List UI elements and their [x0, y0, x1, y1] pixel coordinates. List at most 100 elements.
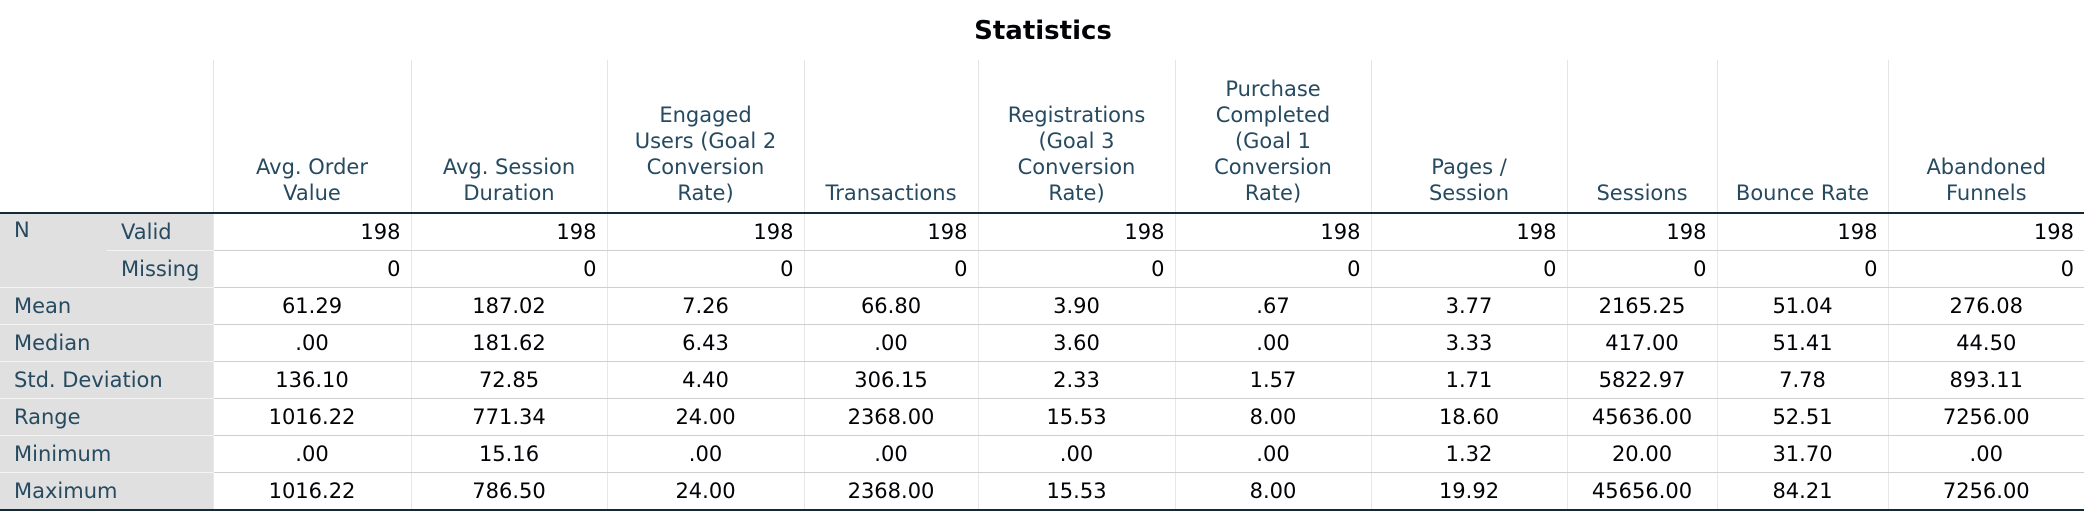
- table-row: Range 1016.22 771.34 24.00 2368.00 15.53 8.00 1…: [0, 398, 2084, 436]
- data-cell: 24.00: [606, 398, 804, 436]
- data-cell: 61.29: [212, 287, 411, 325]
- data-cell: 1.71: [1370, 361, 1567, 399]
- data-cell: 198: [803, 213, 978, 251]
- data-cell: 8.00: [1174, 398, 1371, 436]
- column-header: Avg. Session Duration: [410, 60, 607, 214]
- data-cell: 0: [1174, 250, 1371, 288]
- table-body: N Valid 198 198 198 198 198 198 198 198 198 198 Miss…: [0, 213, 2084, 511]
- data-cell: 0: [803, 250, 978, 288]
- data-cell: 198: [1370, 213, 1567, 251]
- table-row: Median .00 181.62 6.43.00 3.60.00 3.33 417.00 5…: [0, 324, 2084, 362]
- data-cell: 3.77: [1370, 287, 1567, 325]
- table-title: Statistics: [974, 16, 1112, 46]
- data-cell: 181.62: [410, 324, 607, 362]
- data-cell: 198: [1566, 213, 1717, 251]
- data-cell: 19.92: [1370, 472, 1567, 511]
- column-header: Avg. Order Value: [212, 60, 411, 214]
- data-cell: .00: [212, 435, 411, 473]
- data-cell: 0: [1566, 250, 1717, 288]
- row-header: Minimum: [0, 435, 213, 473]
- data-cell: 0: [1887, 250, 2084, 288]
- data-cell: 276.08: [1887, 287, 2084, 325]
- data-cell: 2.33: [977, 361, 1175, 399]
- data-cell: 0: [606, 250, 804, 288]
- data-cell: 198: [1716, 213, 1888, 251]
- data-cell: .00: [977, 435, 1175, 473]
- data-cell: 7.78: [1716, 361, 1888, 399]
- data-cell: 0: [977, 250, 1175, 288]
- data-cell: 7.26: [606, 287, 804, 325]
- data-cell: 44.50: [1887, 324, 2084, 362]
- column-header: Abandoned Funnels: [1887, 60, 2084, 214]
- data-cell: 198: [410, 213, 607, 251]
- table-row: Minimum .00 15.16.00.00.00.00 1.32 20.00 31.7…: [0, 435, 2084, 473]
- data-cell: 45636.00: [1566, 398, 1717, 436]
- data-cell: .00: [1887, 435, 2084, 473]
- data-cell: 198: [1887, 213, 2084, 251]
- data-cell: 51.04: [1716, 287, 1888, 325]
- data-cell: 1.57: [1174, 361, 1371, 399]
- table-row: Maximum 1016.22 786.50 24.00 2368.00 15.53 8.0…: [0, 472, 2084, 511]
- data-cell: 20.00: [1566, 435, 1717, 473]
- column-header: Purchase Completed (Goal 1 Conversion Ra…: [1174, 60, 1371, 214]
- data-cell: 4.40: [606, 361, 804, 399]
- column-header: Transactions: [803, 60, 978, 214]
- column-header: Registrations (Goal 3 Conversion Rate): [977, 60, 1175, 214]
- data-cell: 7256.00: [1887, 398, 2084, 436]
- data-cell: .67: [1174, 287, 1371, 325]
- statistics-table: Avg. Order Value Avg. Session Duration Eng…: [0, 60, 2084, 511]
- corner-cell: [0, 60, 213, 214]
- table-row: Missing 0 0 0 0 0 0 0 0 0 0: [0, 250, 2084, 288]
- data-cell: 18.60: [1370, 398, 1567, 436]
- data-cell: .00: [803, 435, 978, 473]
- data-cell: 1016.22: [212, 398, 411, 436]
- column-header: Sessions: [1566, 60, 1717, 214]
- row-header: Mean: [0, 287, 213, 325]
- data-cell: 72.85: [410, 361, 607, 399]
- data-cell: 136.10: [212, 361, 411, 399]
- data-cell: 0: [1370, 250, 1567, 288]
- data-cell: 198: [1174, 213, 1371, 251]
- header-row: Avg. Order Value Avg. Session Duration Eng…: [0, 60, 2084, 214]
- data-cell: .00: [1174, 435, 1371, 473]
- data-cell: 0: [1716, 250, 1888, 288]
- data-cell: 771.34: [410, 398, 607, 436]
- row-header: Median: [0, 324, 213, 362]
- data-cell: 1.32: [1370, 435, 1567, 473]
- data-cell: 786.50: [410, 472, 607, 511]
- data-cell: 31.70: [1716, 435, 1888, 473]
- column-header: Bounce Rate: [1716, 60, 1888, 214]
- data-cell: 1016.22: [212, 472, 411, 511]
- data-cell: 2368.00: [803, 398, 978, 436]
- data-cell: 51.41: [1716, 324, 1888, 362]
- data-cell: .00: [212, 324, 411, 362]
- data-cell: 198: [606, 213, 804, 251]
- data-cell: 2165.25: [1566, 287, 1717, 325]
- data-cell: 187.02: [410, 287, 607, 325]
- data-cell: 84.21: [1716, 472, 1888, 511]
- row-header: N: [0, 213, 107, 288]
- data-cell: 15.53: [977, 472, 1175, 511]
- row-header: Maximum: [0, 472, 213, 511]
- data-cell: .00: [606, 435, 804, 473]
- data-cell: 417.00: [1566, 324, 1717, 362]
- data-cell: 7256.00: [1887, 472, 2084, 511]
- data-cell: 5822.97: [1566, 361, 1717, 399]
- data-cell: 3.90: [977, 287, 1175, 325]
- data-cell: 8.00: [1174, 472, 1371, 511]
- table-row: Mean 61.29 187.02 7.26 66.80 3.90.67 3.77 2165.…: [0, 287, 2084, 325]
- data-cell: .00: [803, 324, 978, 362]
- data-cell: 893.11: [1887, 361, 2084, 399]
- data-cell: 24.00: [606, 472, 804, 511]
- row-subheader: Missing: [107, 250, 213, 288]
- row-header: Std. Deviation: [0, 361, 213, 399]
- data-cell: 306.15: [803, 361, 978, 399]
- data-cell: 15.16: [410, 435, 607, 473]
- table-row: N Valid 198 198 198 198 198 198 198 198 198 198: [0, 213, 2084, 288]
- data-cell: 66.80: [803, 287, 978, 325]
- data-cell: 52.51: [1716, 398, 1888, 436]
- row-header: Range: [0, 398, 213, 436]
- data-cell: .00: [1174, 324, 1371, 362]
- data-cell: 6.43: [606, 324, 804, 362]
